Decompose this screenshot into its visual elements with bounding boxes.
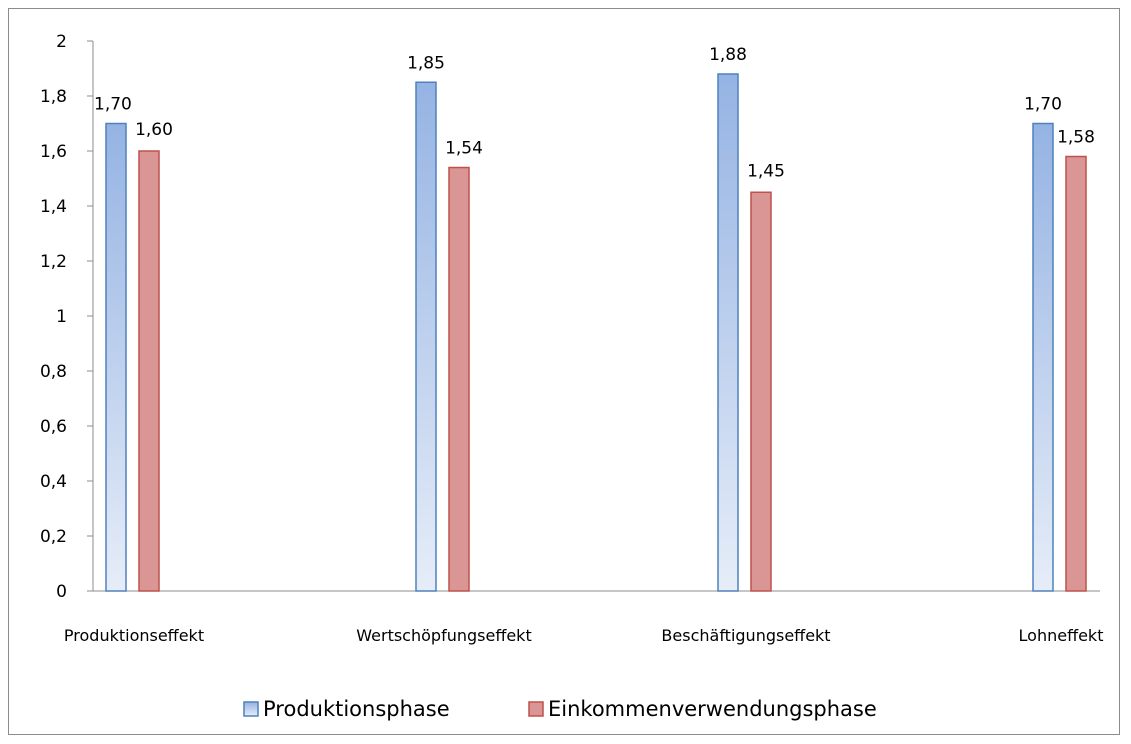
y-tick-label: 1,2 (40, 252, 67, 272)
y-tick-label: 1,8 (40, 87, 67, 107)
bars (105, 73, 1087, 592)
axes: 0 0,2 0,4 0,6 0,8 1 1,2 1,4 1,6 1,8 2 (40, 32, 1100, 602)
data-label: 1,45 (747, 161, 785, 181)
bar-einkommenverwendungsphase (750, 191, 772, 592)
data-label: 1,88 (709, 45, 747, 65)
data-label: 1,70 (1024, 95, 1062, 115)
bar-einkommenverwendungsphase (1065, 155, 1087, 592)
y-tick-label: 1 (56, 307, 67, 327)
y-tick-label: 0,4 (40, 472, 67, 492)
legend-swatch-einkommenverwendungsphase (528, 701, 544, 717)
bar-produktionsphase (1032, 122, 1054, 592)
data-label: 1,85 (407, 53, 445, 73)
legend-swatch-produktionsphase (243, 701, 259, 717)
y-tick-label: 0 (56, 582, 67, 602)
bar-produktionsphase (105, 122, 127, 592)
data-label: 1,60 (135, 120, 173, 140)
x-tick-label: Beschäftigungseffekt (661, 626, 830, 645)
y-tick-label: 0,2 (40, 527, 67, 547)
y-tick-label: 2 (56, 32, 67, 52)
x-tick-label: Produktionseffekt (64, 626, 204, 645)
y-tick-label: 0,6 (40, 417, 67, 437)
data-label: 1,58 (1057, 128, 1095, 148)
x-tick-label: Wertschöpfungseffekt (356, 626, 531, 645)
bar-einkommenverwendungsphase (138, 150, 160, 592)
x-tick-label: Lohneffekt (1019, 626, 1104, 645)
legend: Produktionsphase Einkommenverwendungsphas… (243, 697, 877, 721)
chart-frame (8, 8, 1120, 735)
labels: 1,701,60Produktionseffekt1,851,54Wertsch… (64, 45, 1104, 645)
legend-label: Einkommenverwendungsphase (548, 697, 877, 721)
bar-produktionsphase (415, 81, 437, 592)
y-tick-label: 1,6 (40, 142, 67, 162)
data-label: 1,70 (94, 95, 132, 115)
y-tick-label: 1,4 (40, 197, 67, 217)
y-tick-label: 0,8 (40, 362, 67, 382)
legend-label: Produktionsphase (263, 697, 450, 721)
bar-einkommenverwendungsphase (448, 166, 470, 592)
bar-produktionsphase (717, 73, 739, 592)
data-label: 1,54 (445, 139, 483, 159)
